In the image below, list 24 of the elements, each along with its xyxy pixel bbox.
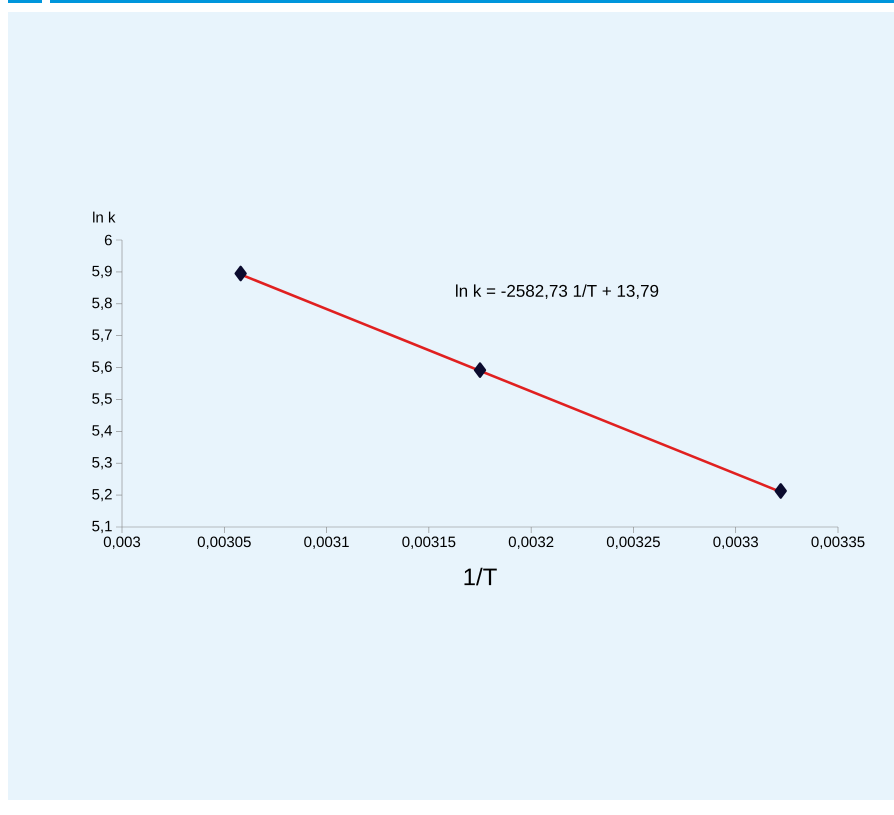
point bbox=[774, 483, 787, 499]
x-tick-label: 0,00325 bbox=[606, 536, 660, 549]
x-tick-label: 0,0031 bbox=[304, 536, 349, 549]
annotation: ln k = -2582,73 1/T + 13,79 bbox=[456, 284, 658, 299]
y-tick-label: 5,6 bbox=[92, 361, 112, 374]
point bbox=[474, 362, 486, 378]
y-tick-label: 5,1 bbox=[92, 520, 112, 534]
y-tick-label: 5,9 bbox=[92, 266, 112, 278]
point bbox=[234, 266, 247, 282]
y-tick-label: 6 bbox=[104, 234, 112, 246]
x-tick-label: 0,0033 bbox=[713, 536, 758, 549]
y-tick-label: 5,3 bbox=[92, 457, 112, 470]
y-tick-label: 5,8 bbox=[92, 298, 112, 310]
y-axis-title: ln k bbox=[93, 212, 116, 222]
x-axis-title: 1/T bbox=[464, 568, 497, 586]
y-tick-label: 5,5 bbox=[92, 393, 112, 406]
y-tick-label: 5,7 bbox=[92, 330, 112, 342]
x-tick-label: 0,003 bbox=[104, 536, 140, 549]
x-tick-label: 0,00315 bbox=[402, 536, 456, 549]
y-tick-label: 5,4 bbox=[92, 425, 112, 438]
x-tick-label: 0,00335 bbox=[811, 536, 864, 549]
x-tick-label: 0,00305 bbox=[198, 536, 251, 549]
y-tick-label: 5,2 bbox=[92, 488, 112, 502]
x-tick-label: 0,0032 bbox=[508, 536, 554, 549]
